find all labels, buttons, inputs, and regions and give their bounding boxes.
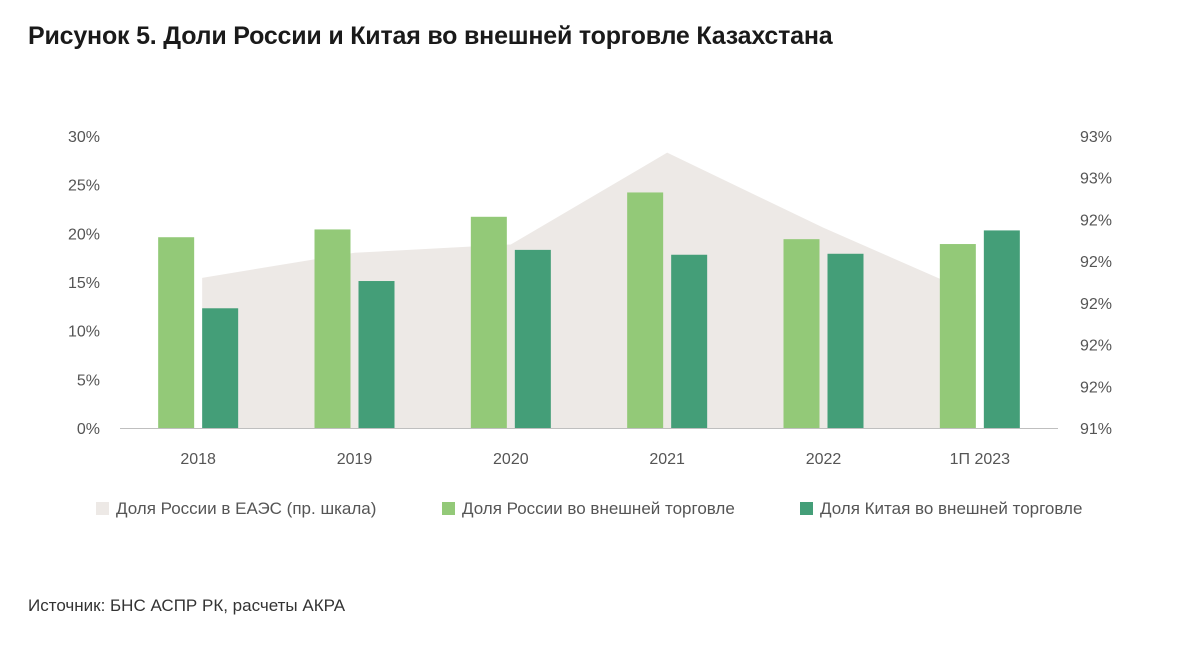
chart-title: Рисунок 5. Доли России и Китая во внешне… bbox=[28, 22, 833, 50]
bar-russia-0 bbox=[158, 237, 195, 428]
source-note: Источник: БНС АСПР РК, расчеты АКРА bbox=[28, 596, 346, 615]
x-tick-label: 1П 2023 bbox=[950, 451, 1011, 468]
x-tick-label: 2019 bbox=[337, 451, 373, 468]
left-tick-label: 25% bbox=[68, 178, 100, 195]
bar-china-2 bbox=[514, 249, 551, 428]
left-tick-label: 0% bbox=[77, 421, 100, 438]
bar-china-5 bbox=[983, 230, 1020, 428]
left-tick-label: 10% bbox=[68, 324, 100, 341]
bar-russia-5 bbox=[939, 244, 976, 428]
bar-china-1 bbox=[358, 281, 395, 428]
right-tick-label: 92% bbox=[1080, 379, 1112, 396]
bar-russia-2 bbox=[470, 216, 507, 428]
x-tick-label: 2020 bbox=[493, 451, 529, 468]
area-russia-eaes bbox=[202, 152, 976, 428]
bar-china-4 bbox=[827, 253, 864, 428]
left-tick-label: 5% bbox=[77, 372, 100, 389]
left-tick-label: 20% bbox=[68, 226, 100, 243]
legend-label-2: Доля Китая во внешней торговле bbox=[820, 499, 1082, 518]
left-tick-label: 30% bbox=[68, 129, 100, 146]
right-tick-label: 92% bbox=[1080, 296, 1112, 313]
legend-swatch-0 bbox=[96, 502, 109, 515]
bar-russia-1 bbox=[314, 229, 351, 428]
legend-label-1: Доля России во внешней торговле bbox=[462, 499, 735, 518]
bar-china-3 bbox=[671, 254, 708, 428]
right-tick-label: 93% bbox=[1080, 171, 1112, 188]
x-tick-label: 2021 bbox=[649, 451, 685, 468]
x-tick-label: 2018 bbox=[180, 451, 216, 468]
bar-russia-4 bbox=[783, 239, 820, 428]
right-tick-label: 93% bbox=[1080, 129, 1112, 146]
bar-china-0 bbox=[202, 308, 239, 428]
right-tick-label: 92% bbox=[1080, 338, 1112, 355]
legend-swatch-1 bbox=[442, 502, 455, 515]
legend-label-0: Доля России в ЕАЭС (пр. шкала) bbox=[116, 499, 376, 518]
x-tick-label: 2022 bbox=[806, 451, 842, 468]
right-tick-label: 91% bbox=[1080, 421, 1112, 438]
bar-russia-3 bbox=[627, 192, 664, 428]
legend-swatch-2 bbox=[800, 502, 813, 515]
right-tick-label: 92% bbox=[1080, 254, 1112, 271]
left-tick-label: 15% bbox=[68, 275, 100, 292]
right-tick-label: 92% bbox=[1080, 212, 1112, 229]
